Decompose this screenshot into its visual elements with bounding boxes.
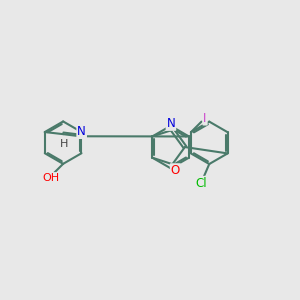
Text: H: H	[60, 139, 68, 148]
Text: O: O	[171, 164, 180, 177]
Text: OH: OH	[43, 173, 60, 183]
Text: Cl: Cl	[196, 177, 207, 190]
Text: N: N	[167, 117, 175, 130]
Text: N: N	[77, 125, 86, 138]
Text: I: I	[203, 112, 207, 124]
